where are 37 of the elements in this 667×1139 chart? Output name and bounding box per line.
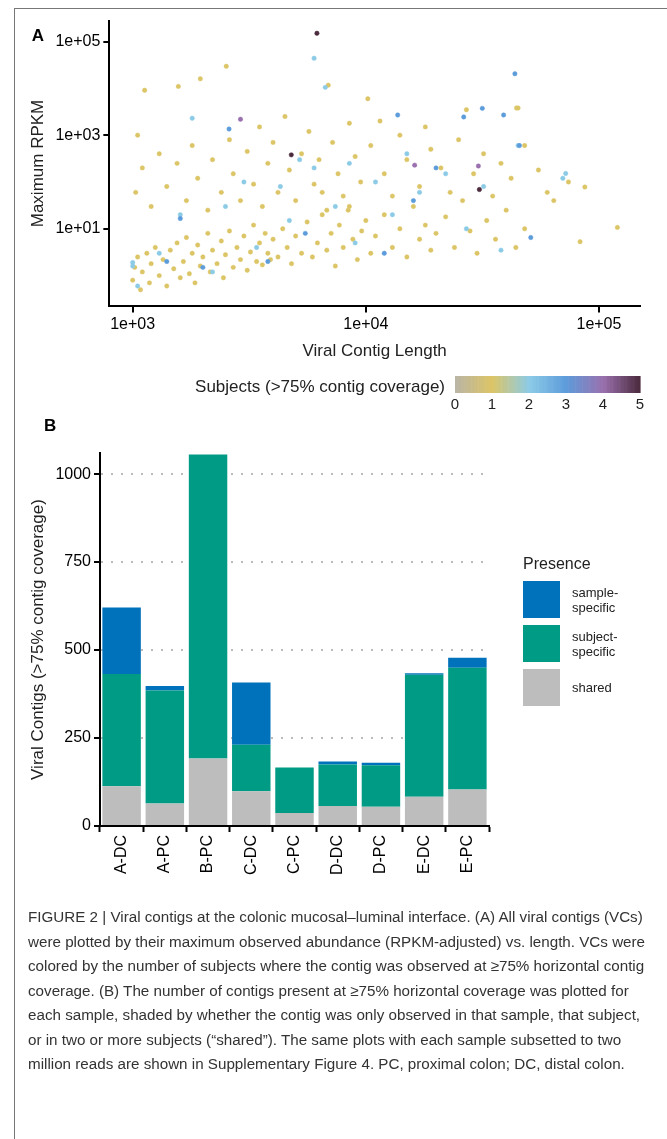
color-bar-label: 3 [561,394,571,412]
y-tick-label: 1e+03 [55,125,101,143]
text: A [31,26,44,46]
y-tick-label: 0 [82,816,92,834]
caption: FIGURE 2 | Viral contigs at the colonic mucosal–luminal interface. (A) All viral contigs (VCs) were plotted by their maximum observed abundance (RPKM-adjusted) vs. length. VCs were colored by the number of subjects where the contig was observed at ≥75% horizontal contig coverage. (B) The number of contigs present at ≥75% horizontal coverage was plotted for each sample, shaded by whether the contig was only observed in that sample, that subject, or in two or more subjects (“shared”). The same plots with each sample subsetted to two million reads are shown in Supplementary Figure 4. PC, proximal colon; DC, distal colon. [28,907,647,1074]
y-tick-label: 1e+01 [55,219,101,237]
y-tick-label: 1e+05 [55,31,101,49]
color-bar-label: 4 [598,394,608,412]
x-tick-label: D-PC [371,835,389,875]
color-bar-label: 5 [635,394,645,412]
color-bar-label: 2 [524,394,534,412]
x-tick-label: C-PC [284,835,302,875]
y-axis-title: Viral Contigs (>75% contig coverage) [27,499,47,780]
text: B [44,416,57,436]
x-tick-label: 1e+05 [576,315,622,333]
x-tick-label: B-PC [198,835,216,874]
x-tick-label: C-DC [241,835,259,876]
y-tick-label: 750 [64,552,92,570]
x-tick-label: 1e+04 [343,315,389,333]
y-tick-label: 250 [64,728,92,746]
text: sample-specific [572,584,620,615]
color-bar-label: 1 [487,394,497,412]
x-tick-label: D-DC [328,835,346,876]
x-tick-label: E-PC [457,835,475,874]
x-tick-label: E-DC [414,835,432,875]
text: subject-specific [572,628,619,659]
y-tick-label: 1000 [55,464,92,482]
x-tick-label: A-PC [155,835,173,874]
y-axis-title: Maximum RPKM [27,99,47,228]
legend-title: Presence [523,555,592,573]
color-bar-label: 0 [450,394,460,412]
x-tick-label: A-DC [112,835,130,875]
x-axis-title: Viral Contig Length [302,341,447,361]
text: shared [572,680,613,695]
color-bar-title: Subjects (>75% contig coverage) [195,377,445,397]
x-tick-label: 1e+03 [110,315,156,333]
y-tick-label: 500 [64,640,92,658]
